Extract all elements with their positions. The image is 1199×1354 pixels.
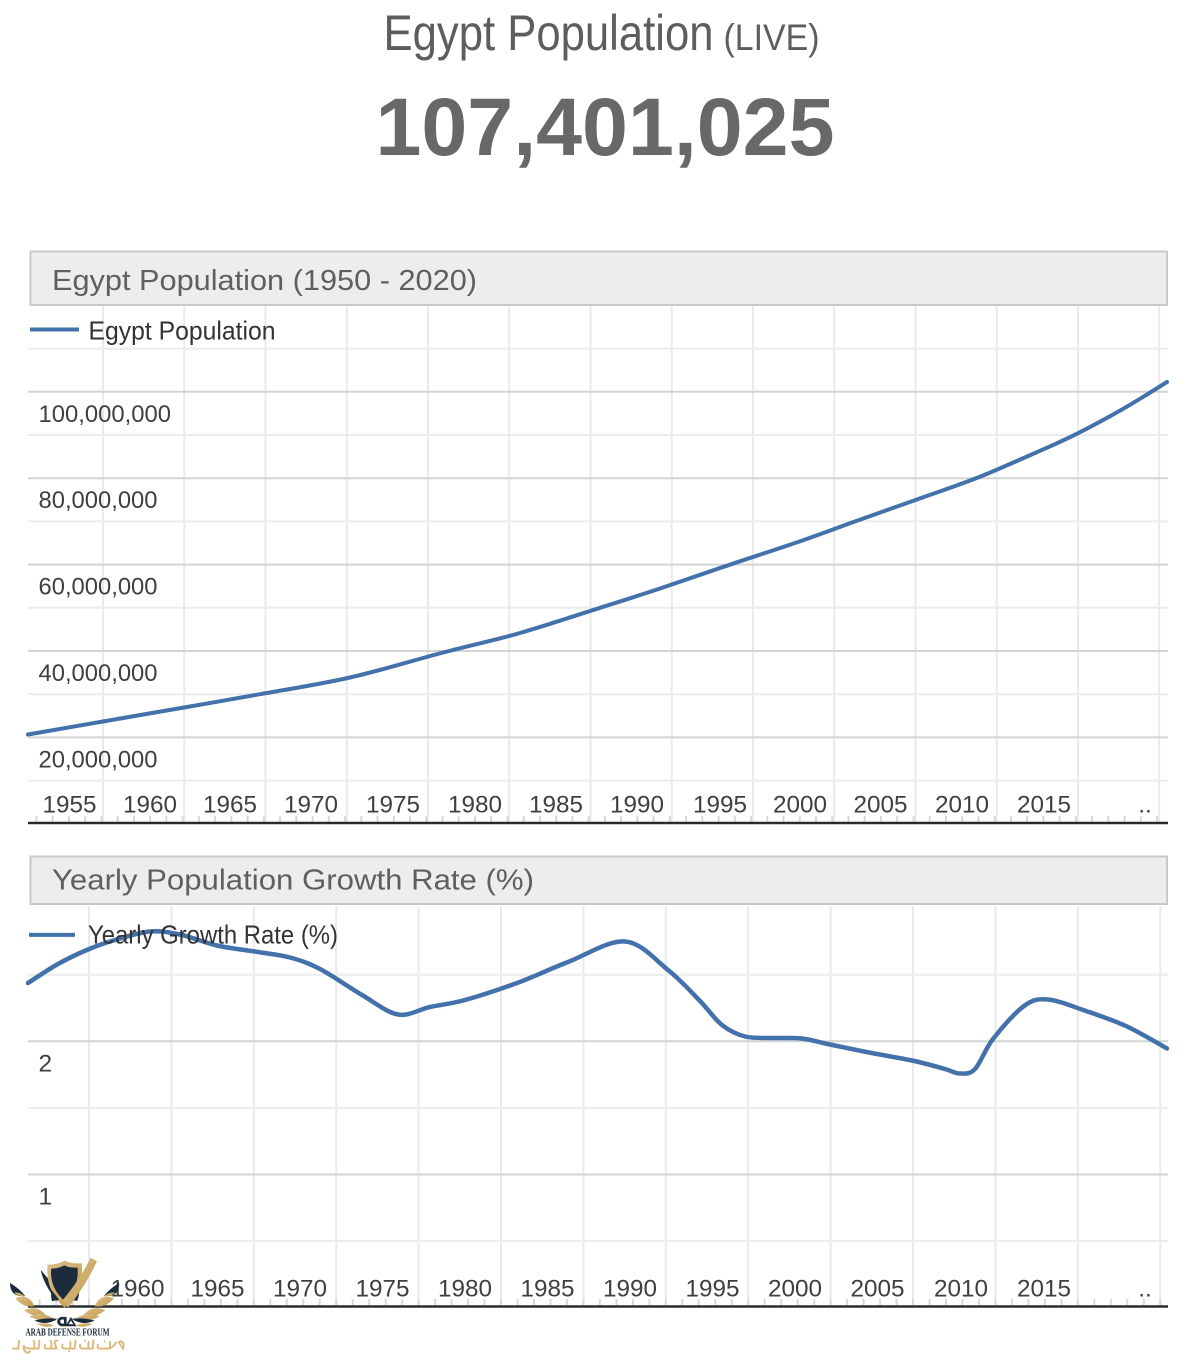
svg-text:2000: 2000 <box>773 792 827 819</box>
svg-text:Egypt Population (1950 - 2020): Egypt Population (1950 - 2020) <box>52 265 477 297</box>
svg-text:100,000,000: 100,000,000 <box>39 401 172 428</box>
svg-text:1990: 1990 <box>603 1276 657 1303</box>
svg-text:40,000,000: 40,000,000 <box>39 660 158 687</box>
svg-text:1955: 1955 <box>43 792 97 819</box>
svg-text:..: .. <box>1138 792 1152 819</box>
svg-text:2010: 2010 <box>935 792 989 819</box>
svg-text:Yearly Population Growth Rate: Yearly Population Growth Rate (%) <box>52 865 534 897</box>
svg-text:Egypt Population: Egypt Population <box>89 316 276 346</box>
svg-text:60,000,000: 60,000,000 <box>39 574 158 601</box>
svg-text:2010: 2010 <box>934 1276 988 1303</box>
svg-text:1965: 1965 <box>191 1276 245 1303</box>
svg-text:1980: 1980 <box>438 1276 492 1303</box>
svg-text:Egypt Population: Egypt Population <box>384 5 714 61</box>
svg-text:1: 1 <box>39 1184 53 1211</box>
svg-text:(LIVE): (LIVE) <box>724 17 820 58</box>
svg-text:2000: 2000 <box>768 1276 822 1303</box>
svg-text:2: 2 <box>39 1050 53 1077</box>
svg-text:ARAB DEFENSE FORUM: ARAB DEFENSE FORUM <box>26 1327 110 1338</box>
svg-text:1970: 1970 <box>284 792 338 819</box>
svg-text:80,000,000: 80,000,000 <box>39 487 158 514</box>
svg-text:1960: 1960 <box>123 792 177 819</box>
svg-text:2015: 2015 <box>1017 1276 1071 1303</box>
svg-text:1980: 1980 <box>448 792 502 819</box>
svg-text:2015: 2015 <box>1017 792 1071 819</box>
svg-text:1975: 1975 <box>366 792 420 819</box>
svg-text:..: .. <box>1138 1276 1152 1303</box>
svg-text:107,401,025: 107,401,025 <box>376 82 835 173</box>
svg-text:1960: 1960 <box>111 1276 165 1303</box>
svg-text:Yearly Growth Rate (%): Yearly Growth Rate (%) <box>88 920 338 950</box>
svg-text:2005: 2005 <box>851 1276 905 1303</box>
svg-text:20,000,000: 20,000,000 <box>39 746 158 773</box>
svg-text:1990: 1990 <box>610 792 664 819</box>
svg-text:1965: 1965 <box>203 792 257 819</box>
svg-text:1995: 1995 <box>686 1276 740 1303</box>
svg-text:1975: 1975 <box>356 1276 410 1303</box>
svg-text:1985: 1985 <box>521 1276 575 1303</box>
svg-text:1970: 1970 <box>273 1276 327 1303</box>
svg-text:1985: 1985 <box>529 792 583 819</box>
svg-text:2005: 2005 <box>854 792 908 819</box>
svg-text:1995: 1995 <box>693 792 747 819</box>
